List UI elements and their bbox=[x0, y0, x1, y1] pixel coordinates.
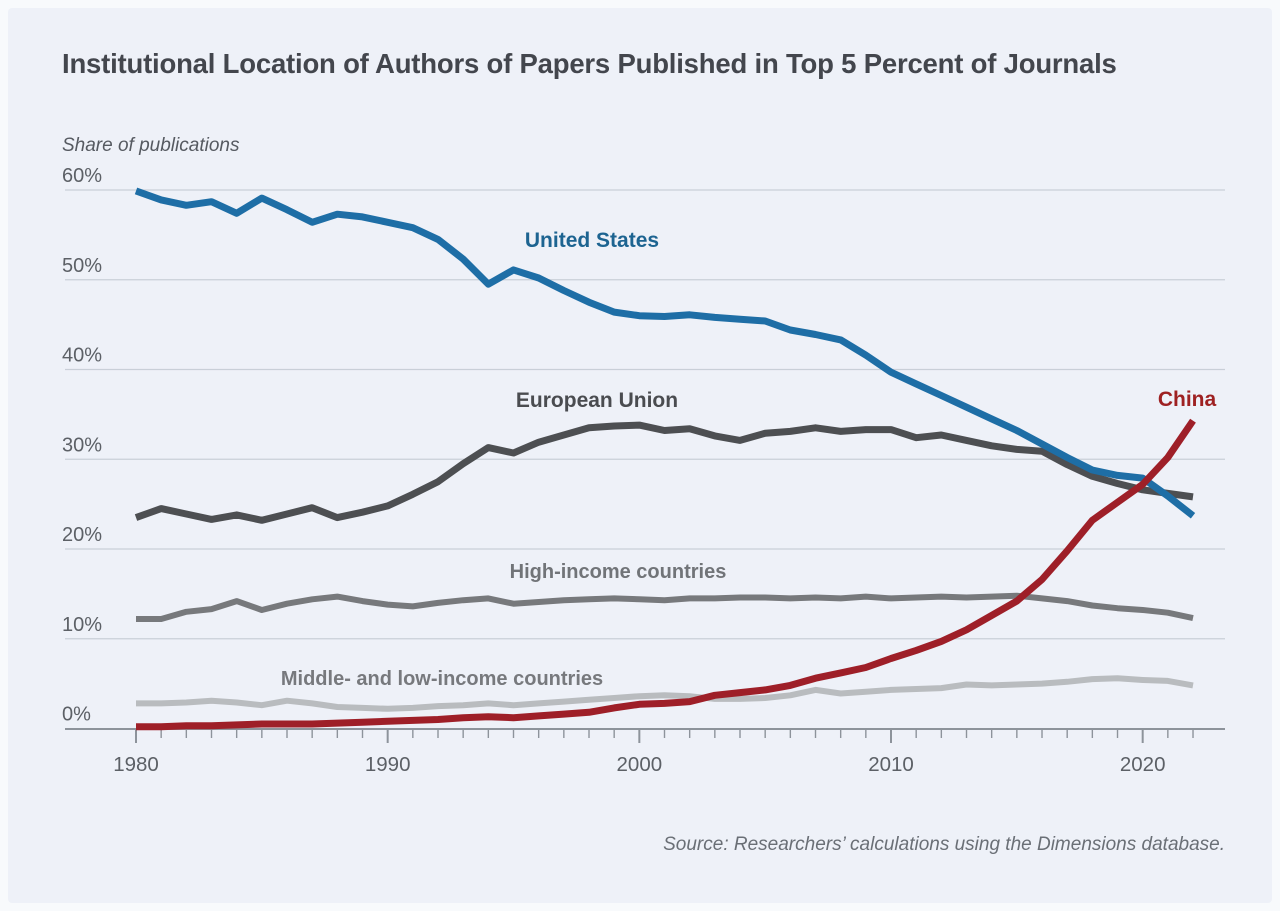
series-label-european-union: European Union bbox=[516, 389, 678, 412]
x-tick-label-1990: 1990 bbox=[365, 753, 411, 776]
chart-title: Institutional Location of Authors of Pap… bbox=[62, 48, 1117, 79]
series-line-united-states bbox=[134, 187, 1196, 519]
y-tick-label-30: 30% bbox=[62, 434, 102, 456]
source-note: Source: Researchers’ calculations using … bbox=[663, 834, 1225, 855]
x-tick-label-2010: 2010 bbox=[868, 753, 914, 776]
series-label-high-income-countries: High-income countries bbox=[510, 561, 727, 583]
series-line-high-income-countries bbox=[136, 592, 1194, 622]
series-label-middle-and-low-income-countries: Middle- and low-income countries bbox=[281, 668, 603, 690]
series-line-middle-and-low-income-countries bbox=[136, 675, 1194, 712]
x-tick-label-2020: 2020 bbox=[1120, 753, 1166, 776]
x-tick-label-2000: 2000 bbox=[617, 753, 663, 776]
y-tick-label-20: 20% bbox=[62, 524, 102, 546]
y-tick-label-0: 0% bbox=[62, 704, 91, 726]
series-label-united-states: United States bbox=[525, 229, 659, 252]
y-tick-label-10: 10% bbox=[62, 614, 102, 636]
y-axis-title: Share of publications bbox=[62, 135, 240, 156]
y-tick-label-50: 50% bbox=[62, 255, 102, 277]
series-line-china bbox=[136, 418, 1196, 731]
y-tick-label-40: 40% bbox=[62, 345, 102, 367]
x-tick-label-1980: 1980 bbox=[113, 753, 159, 776]
series-label-china: China bbox=[1158, 388, 1217, 411]
y-tick-label-60: 60% bbox=[62, 165, 102, 187]
series-line-european-union bbox=[134, 421, 1194, 524]
gridlines: 0% 10% 20% 30% 40% 50% 60% bbox=[62, 165, 1225, 726]
x-axis: 1980 1990 2000 2010 2020 bbox=[65, 728, 1225, 776]
